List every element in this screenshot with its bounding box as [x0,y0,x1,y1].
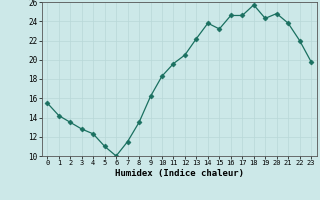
X-axis label: Humidex (Indice chaleur): Humidex (Indice chaleur) [115,169,244,178]
